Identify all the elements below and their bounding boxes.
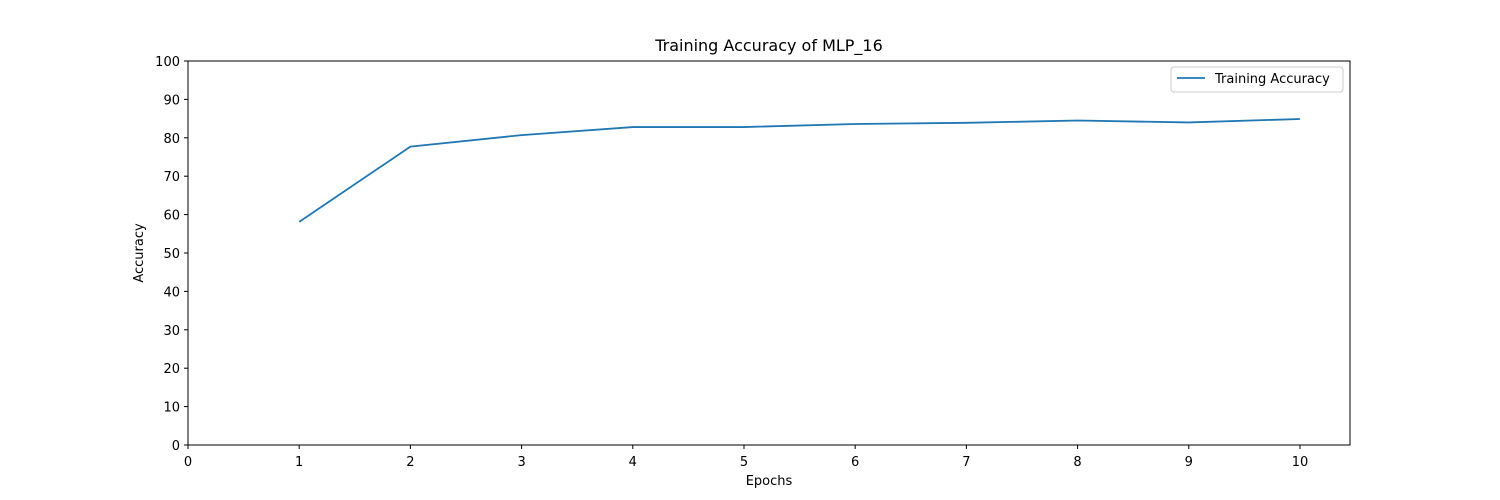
x-tick-label: 0 (184, 455, 192, 470)
y-tick-label: 40 (163, 285, 180, 300)
series-line-training-accuracy (298, 118, 1300, 223)
x-tick-label: 2 (406, 455, 414, 470)
y-tick-label: 20 (163, 362, 180, 377)
y-tick-label: 90 (163, 93, 180, 108)
x-tick-label: 4 (629, 455, 637, 470)
x-tick-label: 1 (295, 455, 303, 470)
x-tick-label: 7 (962, 455, 970, 470)
y-tick-label: 100 (155, 55, 180, 70)
x-tick-label: 9 (1185, 455, 1193, 470)
y-tick-label: 0 (172, 439, 180, 454)
x-axis-label: Epochs (746, 474, 793, 489)
y-tick-label: 70 (163, 170, 180, 185)
y-tick-label: 80 (163, 132, 180, 147)
legend-label-training-accuracy: Training Accuracy (1214, 72, 1330, 87)
x-tick-label: 6 (851, 455, 859, 470)
x-tick-label: 10 (1292, 455, 1309, 470)
x-tick-label: 3 (517, 455, 525, 470)
y-axis-label: Accuracy (132, 223, 147, 283)
y-tick-label: 30 (163, 324, 180, 339)
x-tick-label: 5 (740, 455, 748, 470)
plot-frame (187, 60, 1351, 446)
legend-box (1170, 66, 1344, 93)
x-tick-label: 8 (1073, 455, 1081, 470)
y-tick-label: 50 (163, 247, 180, 262)
legend: Training Accuracy (1170, 66, 1344, 93)
y-tick-label: 60 (163, 209, 180, 224)
series-layer (298, 118, 1300, 223)
chart-title: Training Accuracy of MLP_16 (654, 36, 883, 56)
y-tick-label: 10 (163, 401, 180, 416)
